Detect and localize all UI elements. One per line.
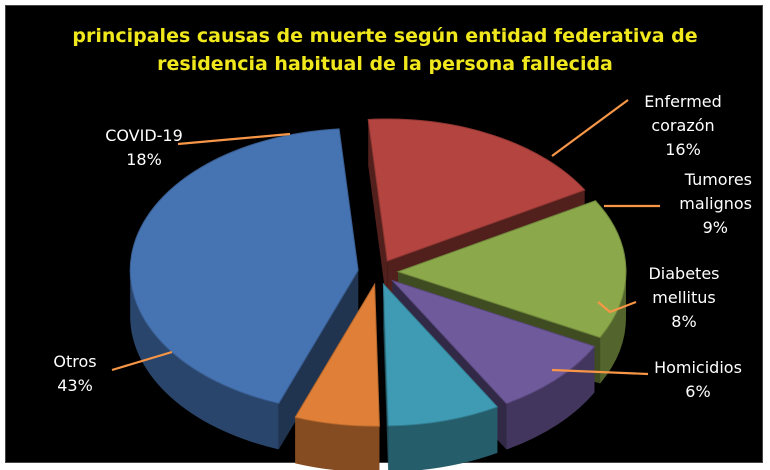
data-label-enfermed-corazon: Enfermed corazón 16% <box>628 90 738 162</box>
leader-line <box>177 132 291 146</box>
data-label-diabetes-mellitus: Diabetes mellitus 8% <box>636 262 732 334</box>
slice-label-line: corazón <box>651 116 715 135</box>
slice-label-line: Tumores <box>684 170 752 189</box>
slice-percent: 16% <box>665 140 701 159</box>
slice-label-line: Homicidios <box>654 358 742 377</box>
data-label-otros: Otros 43% <box>42 350 108 398</box>
pie-tops <box>129 118 627 427</box>
slice-wall <box>368 119 388 308</box>
slice-label-line: Diabetes <box>648 264 720 283</box>
leader-line <box>551 368 649 376</box>
slice-percent: 6% <box>685 382 711 401</box>
slice-label-line: COVID-19 <box>105 126 183 145</box>
slice-edge <box>600 271 626 384</box>
slice-percent: 43% <box>57 376 93 395</box>
data-label-covid-19: COVID-19 18% <box>96 124 192 172</box>
slice-label-line: Otros <box>53 352 97 371</box>
slice-label-line: malignos <box>679 194 752 213</box>
pie-slice <box>396 200 627 339</box>
slice-percent: 9% <box>702 218 728 237</box>
slice-wall <box>278 270 359 450</box>
leader-line <box>111 350 173 372</box>
pie-slice <box>382 282 499 427</box>
leader-lines <box>111 99 660 376</box>
slice-edge <box>130 270 279 450</box>
chart-title: principales causas de muerte según entid… <box>0 22 770 78</box>
slice-label-line: Enfermed <box>644 92 722 111</box>
slice-label-line: mellitus <box>652 288 716 307</box>
chart-title-line-2: residencia habitual de la persona fallec… <box>157 53 613 75</box>
leader-line <box>597 300 637 314</box>
slice-percent: 8% <box>671 312 697 331</box>
slice-percent: 18% <box>126 150 162 169</box>
slice-edge <box>506 346 595 450</box>
chart-title-line-1: principales causas de muerte según entid… <box>72 25 698 47</box>
slice-edge <box>388 406 498 470</box>
leader-line <box>551 99 629 157</box>
slice-edge <box>295 417 380 470</box>
pie-slice <box>367 118 586 262</box>
data-label-tumores-malignos: Tumores malignos 9% <box>640 168 752 240</box>
data-label-homicidios: Homicidios 6% <box>646 356 750 404</box>
pie-slice <box>294 282 380 427</box>
pie-slice <box>129 128 359 404</box>
pie-slice <box>390 279 596 405</box>
